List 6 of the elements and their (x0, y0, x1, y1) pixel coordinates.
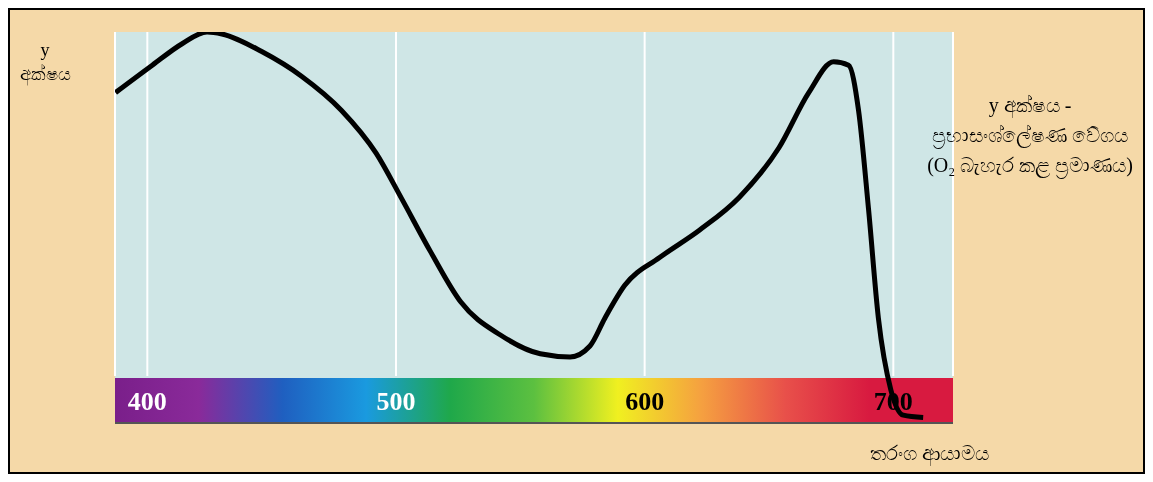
x-axis-title: තරංග ආයාමය (870, 442, 989, 465)
annotation: y අක්ෂය - ප්‍රභාසංශ්ලේෂණ වේගය (O₂ බැහැර කළ ප්‍රමාණය) (926, 93, 1134, 180)
x-tick-label: 600 (625, 386, 665, 416)
y-axis-title: y අක්ෂය (20, 39, 71, 86)
x-tick-label: 500 (376, 386, 416, 416)
x-tick-label: 400 (127, 386, 167, 416)
